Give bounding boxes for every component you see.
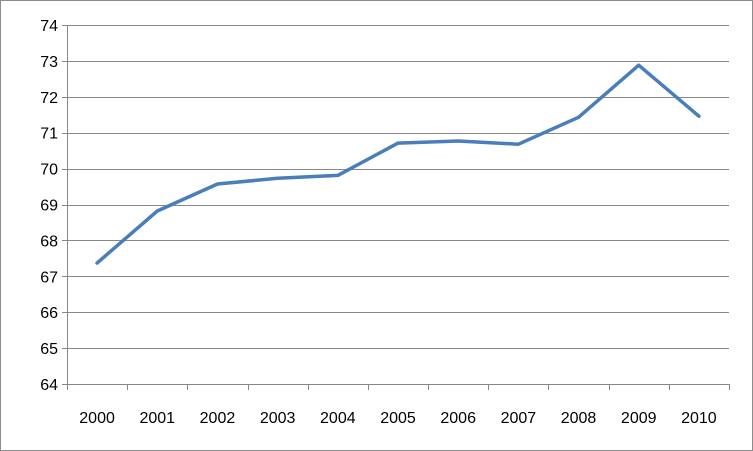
- x-tick-label: 2004: [320, 410, 356, 427]
- data-point: [155, 209, 159, 213]
- gridlines: [67, 25, 729, 349]
- data-point: [637, 63, 641, 67]
- data-point: [276, 176, 280, 180]
- x-tick-label: 2005: [380, 410, 416, 427]
- y-tick-label: 65: [40, 341, 58, 358]
- y-tick-label: 71: [40, 126, 58, 143]
- y-tick-label: 70: [40, 162, 58, 179]
- data-point: [215, 182, 219, 186]
- x-tick-label: 2007: [501, 410, 537, 427]
- series-layer: [95, 63, 701, 265]
- x-tick-label: 2008: [561, 410, 597, 427]
- y-tick-label: 73: [40, 54, 58, 71]
- y-tick-label: 72: [40, 90, 58, 107]
- data-point: [577, 115, 581, 119]
- y-tick-label: 67: [40, 269, 58, 286]
- x-tick-label: 2009: [621, 410, 657, 427]
- series-line: [95, 63, 701, 265]
- y-tick-label: 74: [40, 18, 58, 35]
- y-tick-label: 66: [40, 305, 58, 322]
- y-tick-label: 69: [40, 198, 58, 215]
- axes: [62, 25, 730, 390]
- x-tick-labels: 2000 2001 2002 2003 2004 2005 2006 2007 2008 2009…: [79, 410, 717, 427]
- x-tick-label: 2000: [79, 410, 115, 427]
- data-point: [336, 173, 340, 177]
- x-tick-label: 2010: [681, 410, 717, 427]
- data-point: [697, 114, 701, 118]
- data-point: [396, 141, 400, 145]
- y-tick-label: 64: [40, 377, 58, 394]
- y-tick-label: 68: [40, 233, 58, 250]
- data-point: [456, 139, 460, 143]
- data-point: [95, 261, 99, 265]
- data-point: [516, 142, 520, 146]
- x-tick-label: 2006: [440, 410, 476, 427]
- x-tick-label: 2001: [139, 410, 175, 427]
- x-tick-label: 2003: [260, 410, 296, 427]
- x-tick-label: 2002: [200, 410, 236, 427]
- y-tick-labels: 64 65 66 67 68 69 70 71 72 73 74: [40, 18, 58, 394]
